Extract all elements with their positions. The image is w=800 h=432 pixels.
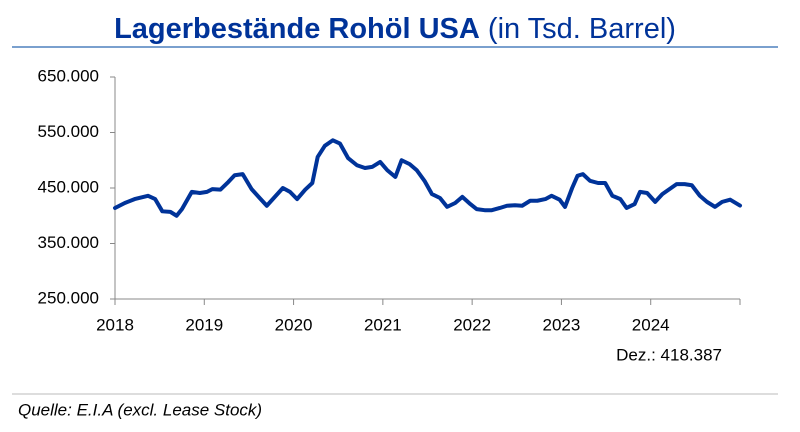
source: Quelle: E.I.A (excl. Lease Stock) (18, 400, 262, 419)
x-tick-label: 2018 (96, 315, 134, 334)
y-tick-label: 250.000 (38, 288, 99, 307)
x-tick-label: 2021 (364, 315, 402, 334)
x-tick-label: 2024 (632, 315, 670, 334)
annotation: Dez.: 418.387 (616, 345, 722, 364)
title: Lagerbestände Rohöl USA (114, 13, 480, 45)
y-tick-label: 650.000 (38, 66, 99, 85)
line-series (113, 138, 742, 218)
x-tick-label: 2023 (543, 315, 581, 334)
y-tick-label: 550.000 (38, 122, 99, 141)
y-tick-label: 450.000 (38, 177, 99, 196)
y-tick-label: 350.000 (38, 233, 99, 252)
x-tick-label: 2019 (185, 315, 223, 334)
x-tick-label: 2022 (453, 315, 491, 334)
x-tick-label: 2020 (275, 315, 313, 334)
chart-title: Lagerbestände Rohöl USA (in Tsd. Barrel) (114, 13, 676, 45)
subtitle: (in Tsd. Barrel) (488, 13, 676, 45)
